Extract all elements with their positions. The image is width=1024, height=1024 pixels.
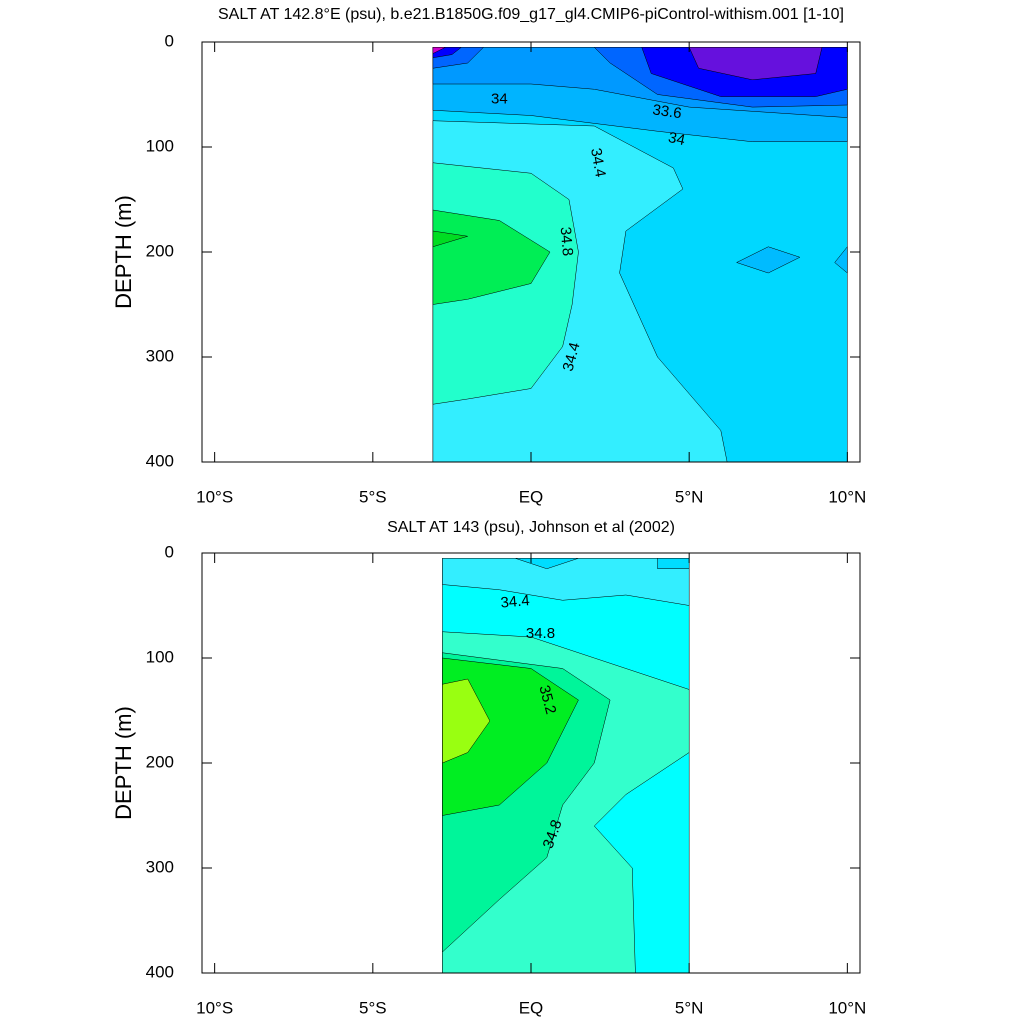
x-tick-label: 5°S: [359, 487, 387, 506]
contour-label: 34: [667, 129, 687, 149]
x-tick-label: 5°S: [359, 998, 387, 1017]
y-tick-label: 300: [146, 857, 174, 876]
contour-region: [442, 678, 491, 764]
contour-label: 34.4: [500, 592, 531, 611]
x-tick-label: 10°S: [196, 998, 233, 1017]
y-axis-label: DEPTH (m): [111, 195, 136, 309]
chart-title: SALT AT 142.8°E (psu), b.e21.B1850G.f09_…: [218, 6, 844, 23]
x-tick-label: 5°N: [675, 487, 704, 506]
contour-region: [736, 246, 801, 274]
contour-region: [657, 558, 690, 569]
contour-region: [688, 47, 823, 81]
contour-area: 34 33.6 34 34.4 34.8 34.4: [432, 47, 848, 462]
chart-title: SALT AT 143 (psu), Johnson et al (2002): [387, 519, 675, 536]
plot: 34.434.835.234.810°S 5°S EQ 5°N 10°N01002003…: [111, 519, 867, 1017]
contour-area: 34.434.835.234.8: [442, 558, 690, 973]
contour-region: [432, 209, 551, 305]
y-tick-label: 200: [146, 752, 174, 771]
x-tick-label: 5°N: [675, 998, 704, 1017]
y-tick-label: 200: [146, 241, 174, 260]
contour-label: 34.8: [557, 226, 576, 257]
x-tick-label: 10°N: [828, 487, 866, 506]
x-tick-label: EQ: [519, 998, 544, 1017]
y-tick-label: 100: [146, 136, 174, 155]
x-tick-label: 10°N: [828, 998, 866, 1017]
y-tick-label: 400: [146, 962, 174, 981]
contour-region: [432, 47, 446, 54]
contour-region: [432, 230, 468, 247]
contour-label: 34: [491, 91, 508, 108]
y-tick-label: 0: [165, 31, 174, 50]
contour-region: [834, 246, 848, 274]
contour-label: 35.2: [535, 684, 559, 717]
contour-label: 34.8: [526, 625, 555, 642]
y-tick-label: 300: [146, 346, 174, 365]
contour-label: 33.6: [651, 101, 682, 122]
y-tick-label: 100: [146, 647, 174, 666]
y-axis-label: DEPTH (m): [111, 706, 136, 820]
y-tick-label: 0: [165, 542, 174, 561]
x-tick-label: 10°S: [196, 487, 233, 506]
y-tick-label: 400: [146, 451, 174, 470]
x-tick-label: EQ: [519, 487, 544, 506]
contour-label: 34.4: [587, 147, 609, 179]
contour-label: 34.4: [560, 341, 584, 374]
plot: 34 33.6 34 34.4 34.8 34.4 10°S 5°S EQ 5°N 10°N 0 100…: [111, 6, 867, 506]
